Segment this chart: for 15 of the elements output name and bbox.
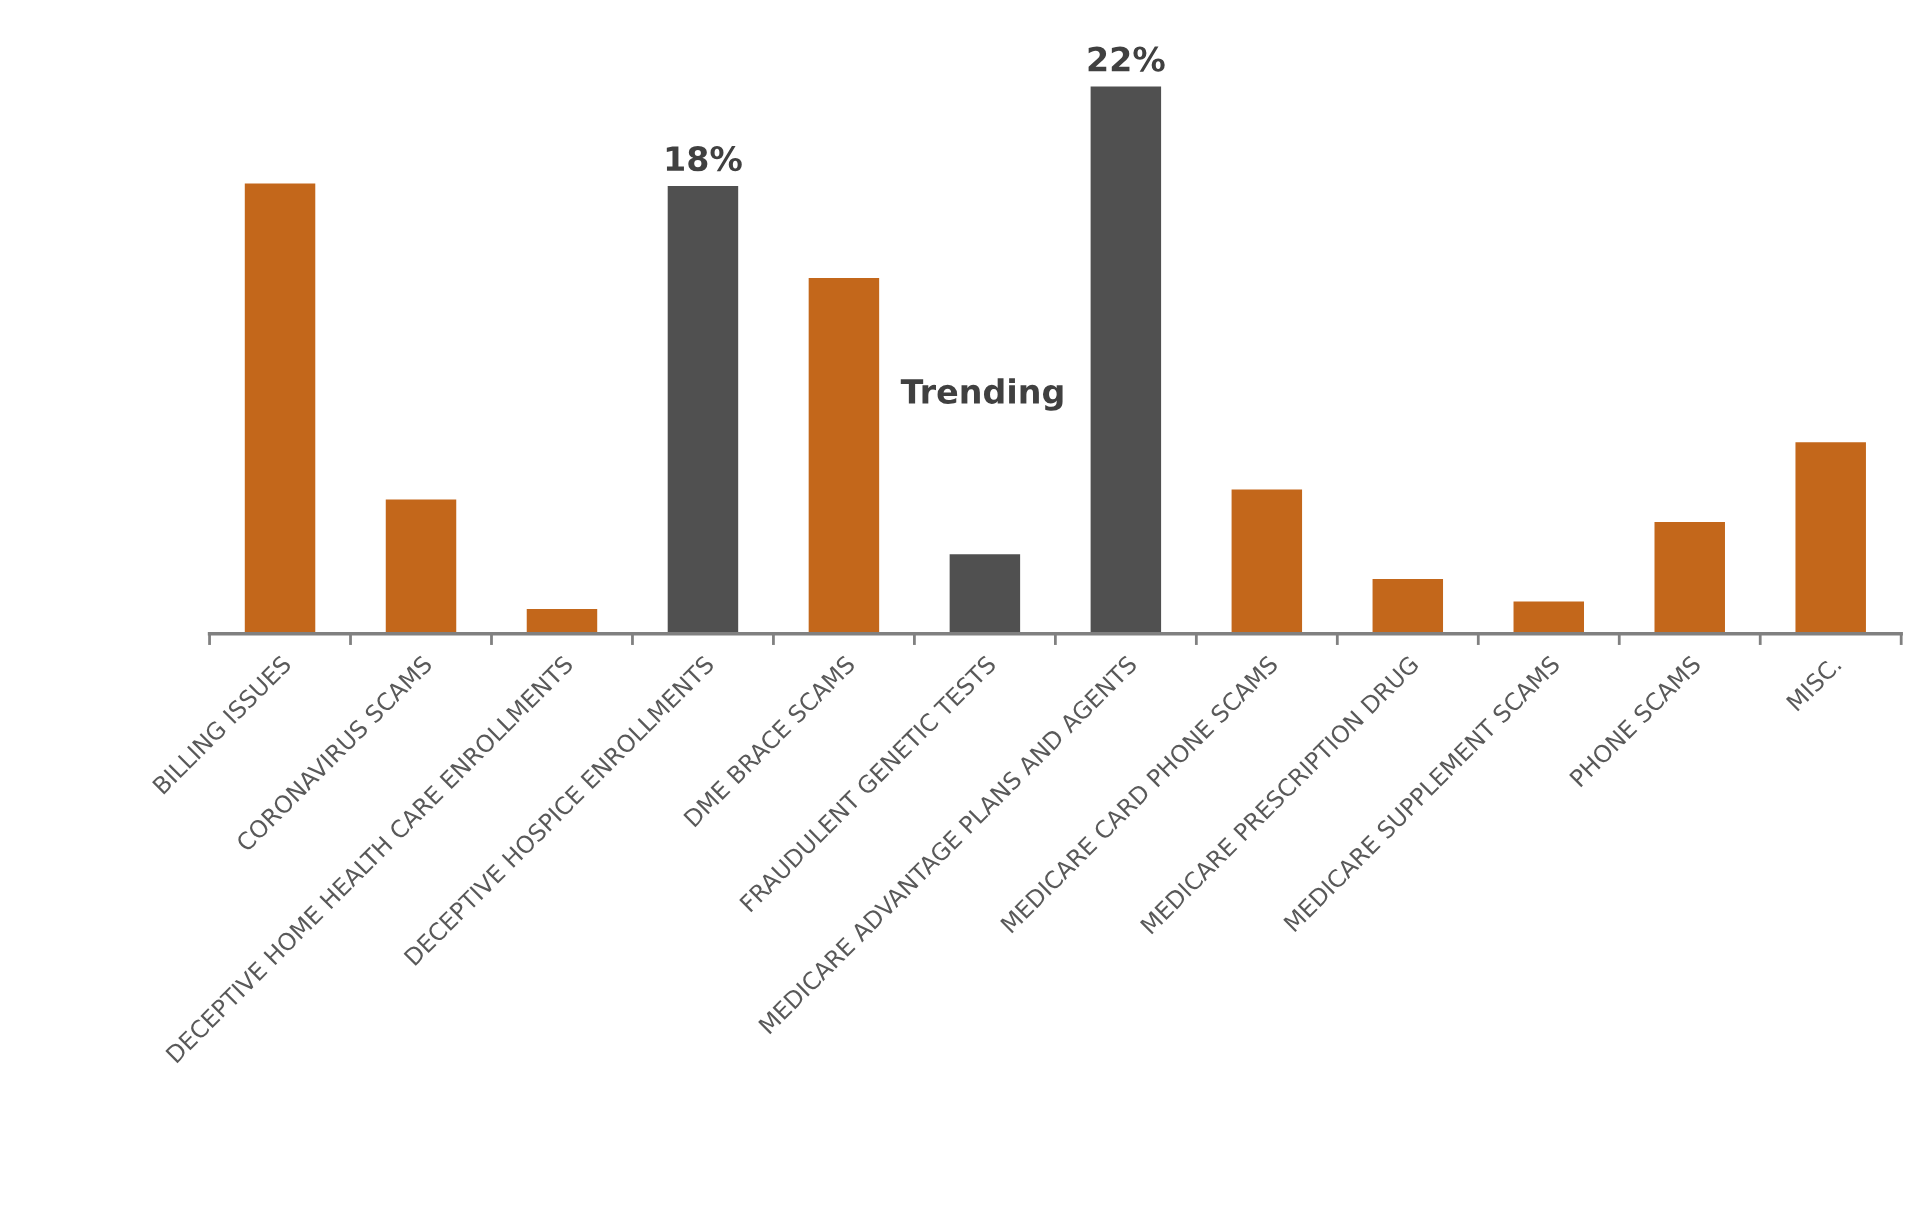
- bar: [1795, 442, 1866, 634]
- bar: [244, 183, 316, 634]
- bar: [949, 554, 1021, 634]
- bar: [1654, 521, 1725, 634]
- bar: [1513, 601, 1585, 634]
- bar: [526, 608, 598, 634]
- bar: [808, 278, 880, 634]
- bar: [385, 499, 457, 634]
- annotation: Trending: [900, 378, 1063, 411]
- bar: [1372, 579, 1444, 634]
- bar: [1231, 489, 1303, 634]
- data-label: 22%: [1088, 46, 1165, 72]
- bar: [667, 186, 739, 634]
- bar: [1090, 86, 1162, 634]
- data-label: 18%: [666, 146, 742, 172]
